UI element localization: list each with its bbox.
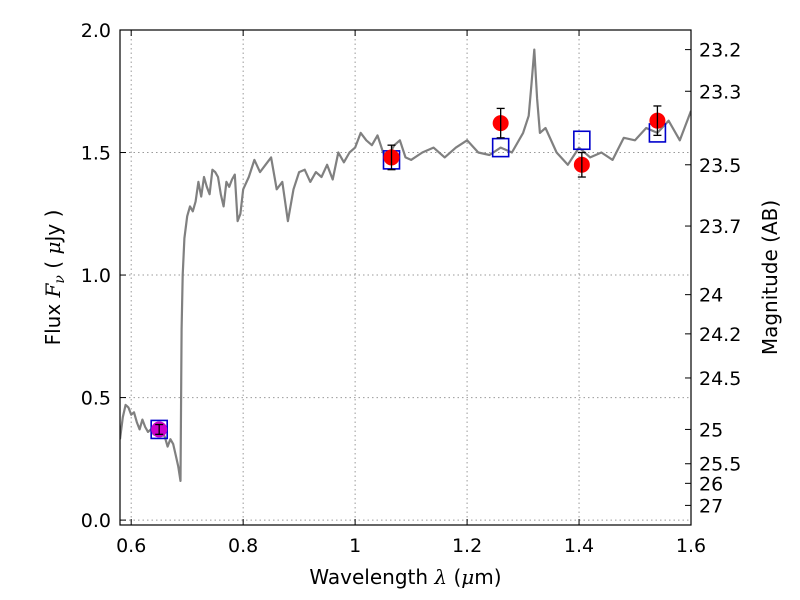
y-axis-title-subscript: ν <box>52 275 68 284</box>
x-axis-title-symbol: λ <box>433 565 447 589</box>
x-axis-title-text: Wavelength <box>309 565 428 589</box>
model-photometry-square <box>573 130 591 151</box>
model-spectrum-line <box>120 48 691 482</box>
y2-tick-label: 25.5 <box>699 454 741 476</box>
y-axis-title-text: Flux <box>41 304 65 346</box>
x-tick-label: 0.6 <box>116 535 146 557</box>
y-axis-title-symbol: F <box>41 282 65 298</box>
y-axis-title: Flux Fν ( μJy ) <box>41 210 68 346</box>
y2-tick-label: 27 <box>699 495 723 517</box>
y2-tick-label: 26 <box>699 473 723 495</box>
y2-tick-label: 24 <box>699 285 723 307</box>
y2-tick-label: 24.2 <box>699 324 741 346</box>
y-axis-title-unit-mu: μ <box>41 242 65 255</box>
y2-axis-title: Magnitude (AB) <box>758 200 782 355</box>
y2-tick-label: 23.2 <box>699 40 741 62</box>
x-axis-title: Wavelength λ (μm) <box>309 565 501 589</box>
y2-tick-label: 23.5 <box>699 155 741 177</box>
plot-frame <box>119 29 692 526</box>
y-tick-label: 0.0 <box>81 510 111 532</box>
x-tick-label: 1.4 <box>564 535 594 557</box>
x-tick-label: 1.6 <box>676 535 706 557</box>
y2-tick-label: 24.5 <box>699 368 741 390</box>
x-tick-label: 1 <box>349 535 361 557</box>
y2-tick-label: 23.7 <box>699 216 741 238</box>
axis-ticks: 0.6 0.8 1 1.2 1.4 1.6 0.0 0.5 1.0 1.5 2.0 23.2 23.3 2… <box>81 20 742 557</box>
x-tick-label: 0.8 <box>228 535 258 557</box>
y-tick-label: 1.0 <box>81 265 111 287</box>
y2-tick-label: 23.3 <box>699 81 741 103</box>
y-axis-title-unit-open: ( <box>41 261 65 269</box>
model-photometry-square <box>491 137 510 158</box>
x-tick-label: 1.2 <box>452 535 482 557</box>
x-axis-title-unit: m) <box>474 565 501 589</box>
y-axis-title-unit: Jy ) <box>41 210 65 244</box>
y-tick-label: 1.5 <box>81 143 111 165</box>
y2-tick-label: 25 <box>699 419 723 441</box>
x-axis-title-unit-open: ( <box>453 565 461 589</box>
y-tick-label: 2.0 <box>81 20 111 42</box>
y-tick-label: 0.5 <box>81 388 111 410</box>
plot-data-area <box>120 48 691 482</box>
x-axis-title-unit-mu: μ <box>461 565 474 589</box>
